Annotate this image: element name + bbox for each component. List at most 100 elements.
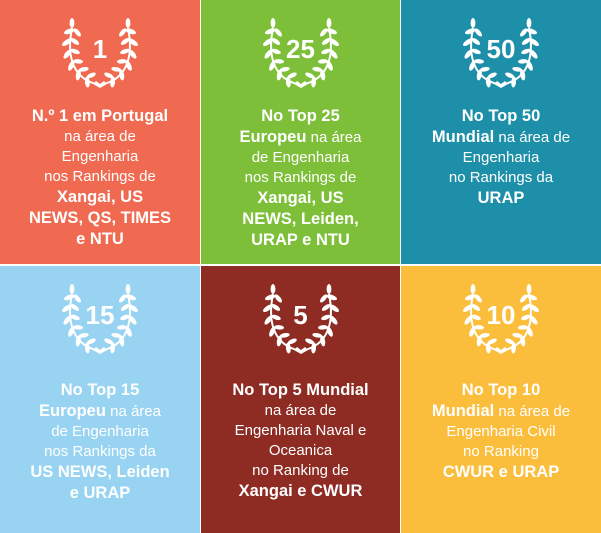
description-line: Xangai, US [10, 187, 190, 208]
description-text: de Engenharia [251, 149, 350, 166]
description-bold: Mundial [431, 402, 495, 420]
ranking-description: No Top 15 Europeu na área de Engenharia nos… [10, 380, 190, 504]
ranking-description: No Top 25 Europeu na área de Engenharia nos… [211, 106, 390, 251]
description-bold: No Top 50 [461, 107, 541, 125]
ranking-tile-4: 15 No Top 15 Europeu na área de Engenharia n… [0, 266, 200, 533]
description-line: no Ranking de [211, 461, 390, 481]
description-line: Engenharia [411, 148, 591, 168]
description-bold: Europeu [239, 128, 307, 146]
ranking-number: 1 [92, 34, 108, 64]
ranking-tile-6: 10 No Top 10 Mundial na área de Engenharia … [401, 266, 601, 533]
description-text: nos Rankings de [244, 169, 357, 186]
description-line: URAP e NTU [211, 230, 390, 251]
description-line: CWUR e URAP [411, 462, 591, 483]
ranking-badge: 1 [60, 14, 140, 90]
description-line: nos Rankings de [10, 167, 190, 187]
description-line: No Top 15 [10, 380, 190, 401]
ranking-number: 25 [286, 34, 315, 64]
description-text: nos Rankings da [44, 443, 156, 460]
description-bold: URAP [477, 189, 525, 207]
ranking-number: 15 [85, 300, 115, 330]
description-line: Engenharia Civil [411, 422, 591, 442]
description-line: de Engenharia [10, 422, 190, 442]
ranking-description: N.º 1 em Portugal na área de Engenharia nos… [10, 106, 190, 250]
description-bold: NEWS, QS, TIMES [28, 209, 172, 227]
description-text: no Ranking de [252, 462, 349, 479]
description-line: Xangai e CWUR [211, 481, 390, 502]
description-line: Oceanica [211, 441, 390, 461]
description-bold: e URAP [69, 484, 131, 502]
description-bold: Xangai, US [56, 188, 144, 206]
description-bold: US NEWS, Leiden [30, 463, 170, 481]
ranking-number: 10 [486, 300, 516, 330]
description-line: Engenharia Naval e [211, 421, 390, 441]
description-text: de Engenharia [51, 423, 149, 440]
ranking-description: No Top 50 Mundial na área de Engenharia no … [411, 106, 591, 209]
ranking-badge: 10 [461, 280, 541, 356]
ranking-badge: 50 [461, 14, 541, 90]
description-text: Engenharia Civil [446, 423, 556, 440]
description-line: Xangai, US [211, 188, 390, 209]
description-text: Oceanica [268, 442, 333, 459]
description-line: Europeu na área [10, 401, 190, 422]
description-line: na área de [211, 401, 390, 421]
description-bold: URAP e NTU [251, 231, 350, 249]
description-text: nos Rankings de [44, 168, 156, 185]
description-line: no Rankings da [411, 168, 591, 188]
description-text: na área de [494, 129, 571, 146]
description-line: de Engenharia [211, 148, 390, 168]
description-line: Mundial na área de [411, 127, 591, 148]
ranking-number: 50 [486, 34, 516, 64]
description-line: Europeu na área [211, 127, 390, 148]
description-bold: Xangai, US [257, 189, 344, 207]
ranking-number: 5 [293, 300, 308, 330]
description-bold: Mundial [431, 128, 495, 146]
laurel-wreath-icon [62, 284, 138, 354]
description-text: no Rankings da [448, 169, 554, 186]
description-line: NEWS, Leiden, [211, 209, 390, 230]
description-line: NEWS, QS, TIMES [10, 208, 190, 229]
description-bold: No Top 10 [461, 381, 541, 399]
description-bold: CWUR e URAP [442, 463, 560, 481]
description-bold: N.º 1 em Portugal [31, 107, 169, 125]
description-bold: No Top 5 Mundial [232, 381, 369, 399]
ranking-description: No Top 5 Mundial na área de Engenharia Nav… [211, 380, 390, 502]
description-text: Engenharia Naval e [234, 422, 367, 439]
description-bold: No Top 25 [261, 107, 340, 125]
description-line: na área de [10, 127, 190, 147]
description-text: na área de [264, 402, 337, 419]
description-text: na área [306, 129, 362, 146]
description-text: na área de [64, 128, 136, 145]
description-bold: Europeu [39, 402, 106, 420]
ranking-badge: 5 [261, 280, 341, 356]
laurel-wreath-icon [62, 18, 138, 88]
ranking-badge: 25 [261, 14, 341, 90]
laurel-wreath-icon [463, 284, 539, 354]
description-line: no Ranking [411, 442, 591, 462]
description-line: No Top 50 [411, 106, 591, 127]
laurel-wreath-icon [262, 18, 339, 88]
description-text: Engenharia [462, 149, 540, 166]
description-line: nos Rankings da [10, 442, 190, 462]
description-bold: No Top 15 [60, 381, 140, 399]
ranking-tile-1: 1 N.º 1 em Portugal na área de Engenharia no… [0, 0, 200, 264]
description-line: No Top 5 Mundial [211, 380, 390, 401]
description-line: nos Rankings de [211, 168, 390, 188]
description-text: Engenharia [61, 148, 139, 165]
description-text: na área de [494, 403, 571, 420]
ranking-badge: 15 [60, 280, 140, 356]
description-text: no Ranking [463, 443, 539, 460]
description-line: e NTU [10, 229, 190, 250]
description-line: URAP [411, 188, 591, 209]
description-line: Engenharia [10, 147, 190, 167]
description-bold: Xangai e CWUR [238, 482, 363, 500]
description-line: N.º 1 em Portugal [10, 106, 190, 127]
description-line: US NEWS, Leiden [10, 462, 190, 483]
ranking-description: No Top 10 Mundial na área de Engenharia Ci… [411, 380, 591, 483]
laurel-wreath-icon [463, 18, 539, 88]
description-bold: NEWS, Leiden, [242, 210, 359, 228]
description-text: na área [105, 403, 161, 420]
laurel-wreath-icon [262, 284, 339, 354]
ranking-tile-2: 25 No Top 25 Europeu na área de Engenharia n… [201, 0, 400, 264]
